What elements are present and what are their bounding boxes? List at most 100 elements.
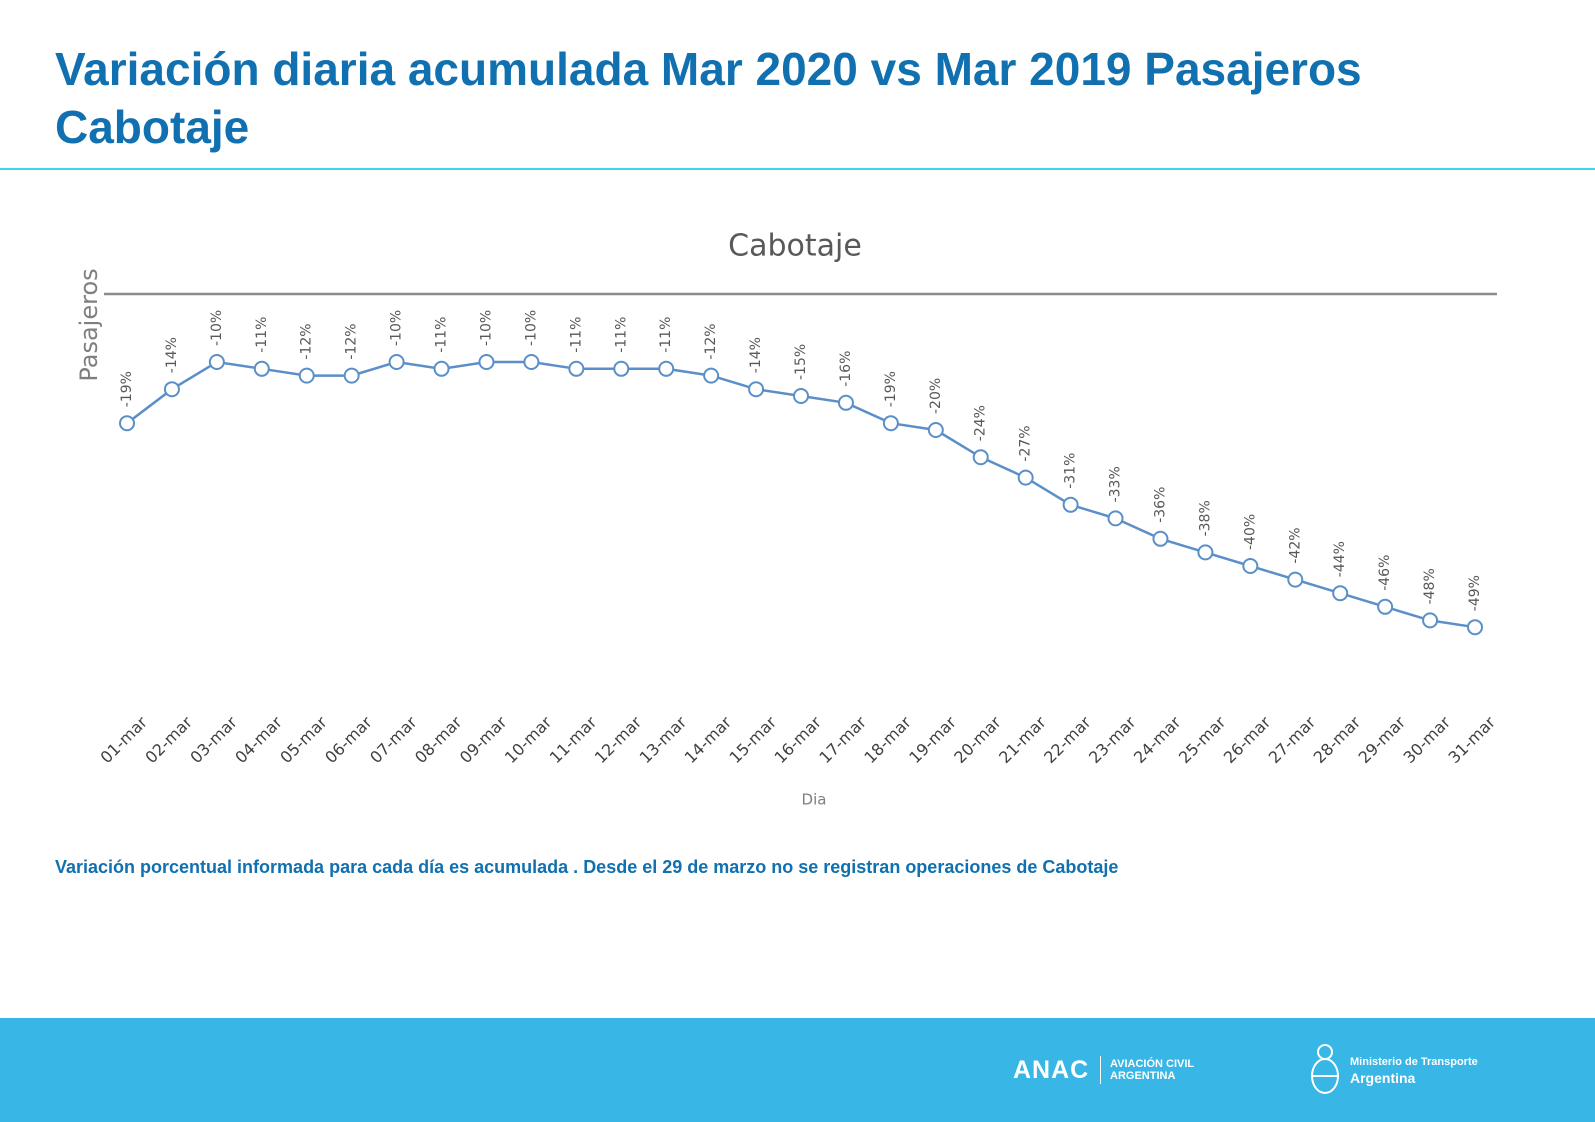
x-tick-label: 26-mar — [1220, 712, 1275, 767]
marker — [1377, 598, 1394, 615]
marker — [1242, 558, 1259, 574]
x-tick-label: 09-mar — [456, 712, 511, 767]
marker — [1422, 612, 1439, 629]
x-tick-label: 04-mar — [231, 712, 286, 767]
data-label: -19% — [119, 371, 135, 407]
x-tick-label: 08-mar — [411, 712, 466, 767]
marker — [837, 394, 854, 411]
marker — [748, 381, 765, 398]
data-label: -36% — [1152, 487, 1168, 523]
x-tick-label: 28-mar — [1310, 712, 1365, 767]
data-label: -11% — [434, 317, 450, 353]
marker — [298, 367, 315, 384]
x-tick-label: 18-mar — [860, 712, 915, 767]
x-tick-label: 30-mar — [1400, 712, 1455, 767]
data-label: -49% — [1467, 575, 1483, 611]
x-tick-label: 07-mar — [366, 712, 421, 767]
marker — [1287, 571, 1304, 588]
emblem — [1311, 1044, 1339, 1094]
marker — [163, 381, 180, 398]
data-label: -12% — [299, 323, 315, 359]
y-axis-label: Pasajeros — [75, 268, 103, 381]
country: Argentina — [1350, 1070, 1416, 1086]
x-tick-label: 03-mar — [186, 712, 241, 767]
footnote: Variación porcentual informada para cada… — [55, 857, 1119, 877]
x-tick-label: 21-mar — [995, 712, 1050, 767]
marker — [613, 360, 630, 377]
data-label: -44% — [1332, 541, 1348, 577]
data-label: -16% — [838, 351, 854, 387]
page-title: Variación diaria acumulada Mar 2020 vs M… — [55, 43, 1362, 153]
x-tick-label: 20-mar — [950, 712, 1005, 767]
x-axis-label: Dia — [802, 791, 827, 809]
marker — [1332, 585, 1349, 602]
x-tick-label: 22-mar — [1040, 712, 1095, 767]
data-label: -14% — [164, 337, 180, 373]
data-label: -27% — [1018, 425, 1034, 461]
anac-line: AVIACIÓN CIVIL — [1110, 1058, 1195, 1070]
x-tick-label: 15-mar — [726, 712, 781, 767]
footer: ANAC AVIACIÓN CIVIL ARGENTINA Ministerio … — [0, 1018, 1595, 1122]
data-label: -40% — [1242, 514, 1258, 550]
marker — [433, 360, 450, 377]
x-tick-label: 10-mar — [501, 712, 556, 767]
data-label: -15% — [793, 344, 809, 380]
data-label: -31% — [1063, 453, 1079, 489]
marker — [658, 360, 675, 377]
data-label: -12% — [344, 323, 360, 359]
x-tick-label: 24-mar — [1130, 712, 1185, 767]
x-tick-label: 02-mar — [141, 712, 196, 767]
marker — [1197, 544, 1214, 561]
anac-subtitle: AVIACIÓN CIVIL ARGENTINA — [1110, 1058, 1194, 1082]
x-tick-label: 29-mar — [1355, 712, 1410, 767]
ministry: Ministerio de Transporte — [1350, 1056, 1478, 1068]
data-label: -12% — [703, 323, 719, 359]
logo-divider — [1100, 1056, 1101, 1084]
marker — [478, 354, 495, 370]
chart: Cabotaje Pasajeros Dia 01-mar02-mar03-ma… — [75, 229, 1499, 809]
data-label: -33% — [1108, 466, 1124, 502]
marker — [1152, 530, 1169, 547]
x-tick-label: 05-mar — [276, 712, 331, 767]
marker — [703, 367, 720, 384]
marker — [972, 449, 989, 466]
data-label: -11% — [658, 317, 674, 353]
x-tick-label: 27-mar — [1265, 712, 1320, 767]
data-label: -11% — [613, 317, 629, 353]
data-label: -48% — [1422, 568, 1438, 604]
marker — [882, 415, 899, 432]
anac-logo: ANAC — [1013, 1056, 1090, 1084]
chart-title: Cabotaje — [728, 229, 862, 264]
marker — [1062, 496, 1079, 513]
data-label: -10% — [523, 310, 539, 346]
data-label: -38% — [1197, 500, 1213, 536]
marker — [253, 360, 270, 377]
x-tick-label: 06-mar — [321, 712, 376, 767]
marker — [793, 388, 809, 404]
x-tick-label: 14-mar — [681, 712, 736, 767]
marker — [208, 354, 225, 370]
data-label: -10% — [389, 310, 405, 346]
marker — [523, 354, 540, 370]
x-tick-label: 31-mar — [1444, 712, 1499, 767]
data-label: -24% — [973, 405, 989, 441]
x-tick-label: 25-mar — [1175, 712, 1230, 767]
data-label: -20% — [928, 378, 944, 414]
x-tick-label: 12-mar — [591, 712, 646, 767]
data-label: -10% — [209, 310, 225, 346]
marker — [388, 354, 405, 370]
x-tick-label: 23-mar — [1085, 712, 1140, 767]
data-label: -11% — [568, 317, 584, 353]
data-label: -11% — [254, 317, 270, 353]
anac-line: ARGENTINA — [1110, 1070, 1176, 1082]
x-tick-label: 01-mar — [96, 712, 151, 767]
data-label: -14% — [748, 337, 764, 373]
x-tick-label: 19-mar — [905, 712, 960, 767]
header-rule — [0, 168, 1595, 170]
marker — [1107, 510, 1124, 527]
marker — [343, 367, 360, 384]
data-label: -46% — [1377, 555, 1393, 591]
marker — [1017, 469, 1034, 486]
data-label: -10% — [478, 310, 494, 346]
